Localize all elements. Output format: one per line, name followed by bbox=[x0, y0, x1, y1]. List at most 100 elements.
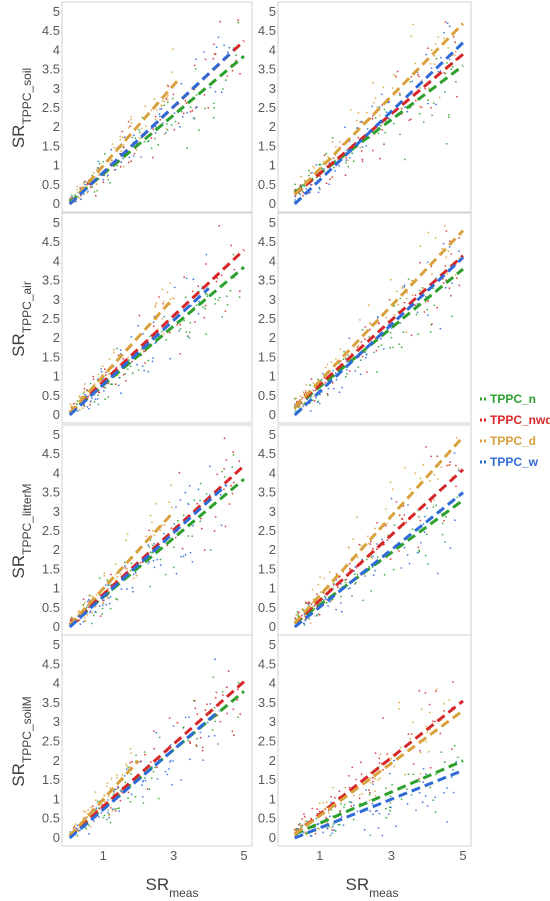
y-tick-label: 0.5 bbox=[42, 811, 60, 826]
scatter-point bbox=[114, 808, 116, 810]
y-tick-label: 5 bbox=[53, 4, 60, 19]
scatter-point bbox=[405, 521, 408, 524]
scatter-point bbox=[382, 768, 384, 771]
scatter-point bbox=[101, 365, 104, 368]
scatter-point bbox=[205, 493, 208, 495]
scatter-point bbox=[346, 149, 348, 152]
scatter-point bbox=[365, 145, 368, 147]
scatter-point bbox=[203, 51, 205, 53]
scatter-point bbox=[309, 834, 312, 837]
scatter-point bbox=[227, 670, 230, 672]
scatter-point bbox=[192, 524, 195, 527]
scatter-point bbox=[161, 317, 164, 320]
scatter-point bbox=[439, 327, 442, 330]
scatter-point bbox=[452, 36, 455, 38]
scatter-point bbox=[338, 391, 341, 394]
scatter-point bbox=[322, 160, 325, 163]
scatter-point bbox=[435, 690, 437, 693]
scatter-point bbox=[332, 369, 334, 372]
scatter-point bbox=[447, 250, 450, 253]
scatter-point bbox=[145, 535, 148, 538]
scatter-point bbox=[407, 504, 409, 506]
scatter-point bbox=[185, 331, 188, 333]
scatter-point bbox=[149, 335, 152, 338]
scatter-point bbox=[431, 273, 433, 275]
scatter-point bbox=[391, 488, 394, 491]
scatter-point bbox=[374, 795, 377, 797]
x-axis-label: SRmeas bbox=[346, 875, 399, 900]
scatter-point bbox=[152, 156, 154, 159]
scatter-point bbox=[92, 172, 95, 174]
scatter-point bbox=[417, 546, 420, 549]
scatter-point bbox=[356, 119, 358, 122]
scatter-point bbox=[375, 548, 378, 551]
scatter-point bbox=[327, 605, 329, 608]
y-tick-label: 2.5 bbox=[42, 734, 60, 749]
scatter-point bbox=[441, 522, 444, 525]
scatter-point bbox=[152, 321, 155, 324]
scatter-point bbox=[90, 622, 93, 625]
legend-item-tppc-n: TPPC_n bbox=[480, 392, 536, 406]
scatter-point bbox=[310, 603, 313, 606]
y-tick-label: 1 bbox=[269, 791, 276, 806]
scatter-point bbox=[69, 618, 72, 621]
scatter-point bbox=[405, 331, 408, 334]
scatter-point bbox=[82, 604, 85, 607]
scatter-point bbox=[317, 613, 320, 615]
scatter-point bbox=[389, 481, 392, 484]
y-tick-label: 5 bbox=[269, 637, 276, 652]
scatter-point bbox=[122, 165, 125, 168]
scatter-point bbox=[343, 806, 345, 809]
scatter-point bbox=[125, 539, 127, 542]
scatter-point bbox=[212, 676, 215, 679]
scatter-point bbox=[211, 729, 214, 731]
scatter-point bbox=[98, 807, 101, 810]
scatter-point bbox=[103, 386, 105, 389]
scatter-point bbox=[221, 88, 224, 90]
scatter-point bbox=[356, 556, 359, 559]
scatter-point bbox=[124, 567, 127, 569]
scatter-point bbox=[214, 720, 217, 723]
scatter-point bbox=[83, 405, 86, 407]
scatter-point bbox=[448, 246, 451, 248]
scatter-point bbox=[453, 54, 456, 57]
scatter-point bbox=[143, 369, 146, 372]
scatter-point bbox=[182, 555, 185, 558]
scatter-point bbox=[416, 311, 419, 314]
scatter-point bbox=[186, 147, 189, 150]
scatter-point bbox=[79, 829, 81, 832]
scatter-point bbox=[103, 794, 105, 797]
scatter-point bbox=[351, 595, 353, 597]
y-tick-label: 2.5 bbox=[258, 100, 276, 115]
scatter-point bbox=[410, 334, 413, 337]
scatter-point bbox=[430, 106, 432, 109]
scatter-point bbox=[90, 400, 92, 403]
scatter-point bbox=[96, 398, 99, 400]
scatter-point bbox=[158, 115, 161, 118]
scatter-point bbox=[80, 198, 82, 201]
scatter-point bbox=[371, 117, 374, 120]
scatter-point bbox=[205, 253, 208, 256]
scatter-point bbox=[107, 584, 110, 587]
scatter-point bbox=[318, 613, 321, 616]
scatter-point bbox=[304, 831, 307, 834]
scatter-point bbox=[206, 703, 208, 706]
scatter-point bbox=[194, 700, 196, 702]
scatter-point bbox=[104, 584, 107, 587]
scatter-point bbox=[89, 826, 92, 828]
scatter-point bbox=[383, 573, 386, 576]
scatter-point bbox=[109, 787, 112, 790]
x-axis-label-main: SR bbox=[346, 875, 370, 894]
scatter-point bbox=[418, 689, 421, 692]
scatter-point bbox=[455, 80, 457, 83]
scatter-point bbox=[424, 515, 426, 518]
scatter-point bbox=[306, 602, 309, 605]
scatter-point bbox=[79, 187, 82, 189]
scatter-point bbox=[239, 713, 242, 716]
scatter-point bbox=[229, 289, 232, 292]
panel-frame bbox=[277, 1, 472, 213]
scatter-point bbox=[84, 393, 87, 396]
scatter-point bbox=[377, 132, 380, 135]
scatter-point bbox=[78, 197, 81, 199]
scatter-point bbox=[322, 831, 324, 834]
